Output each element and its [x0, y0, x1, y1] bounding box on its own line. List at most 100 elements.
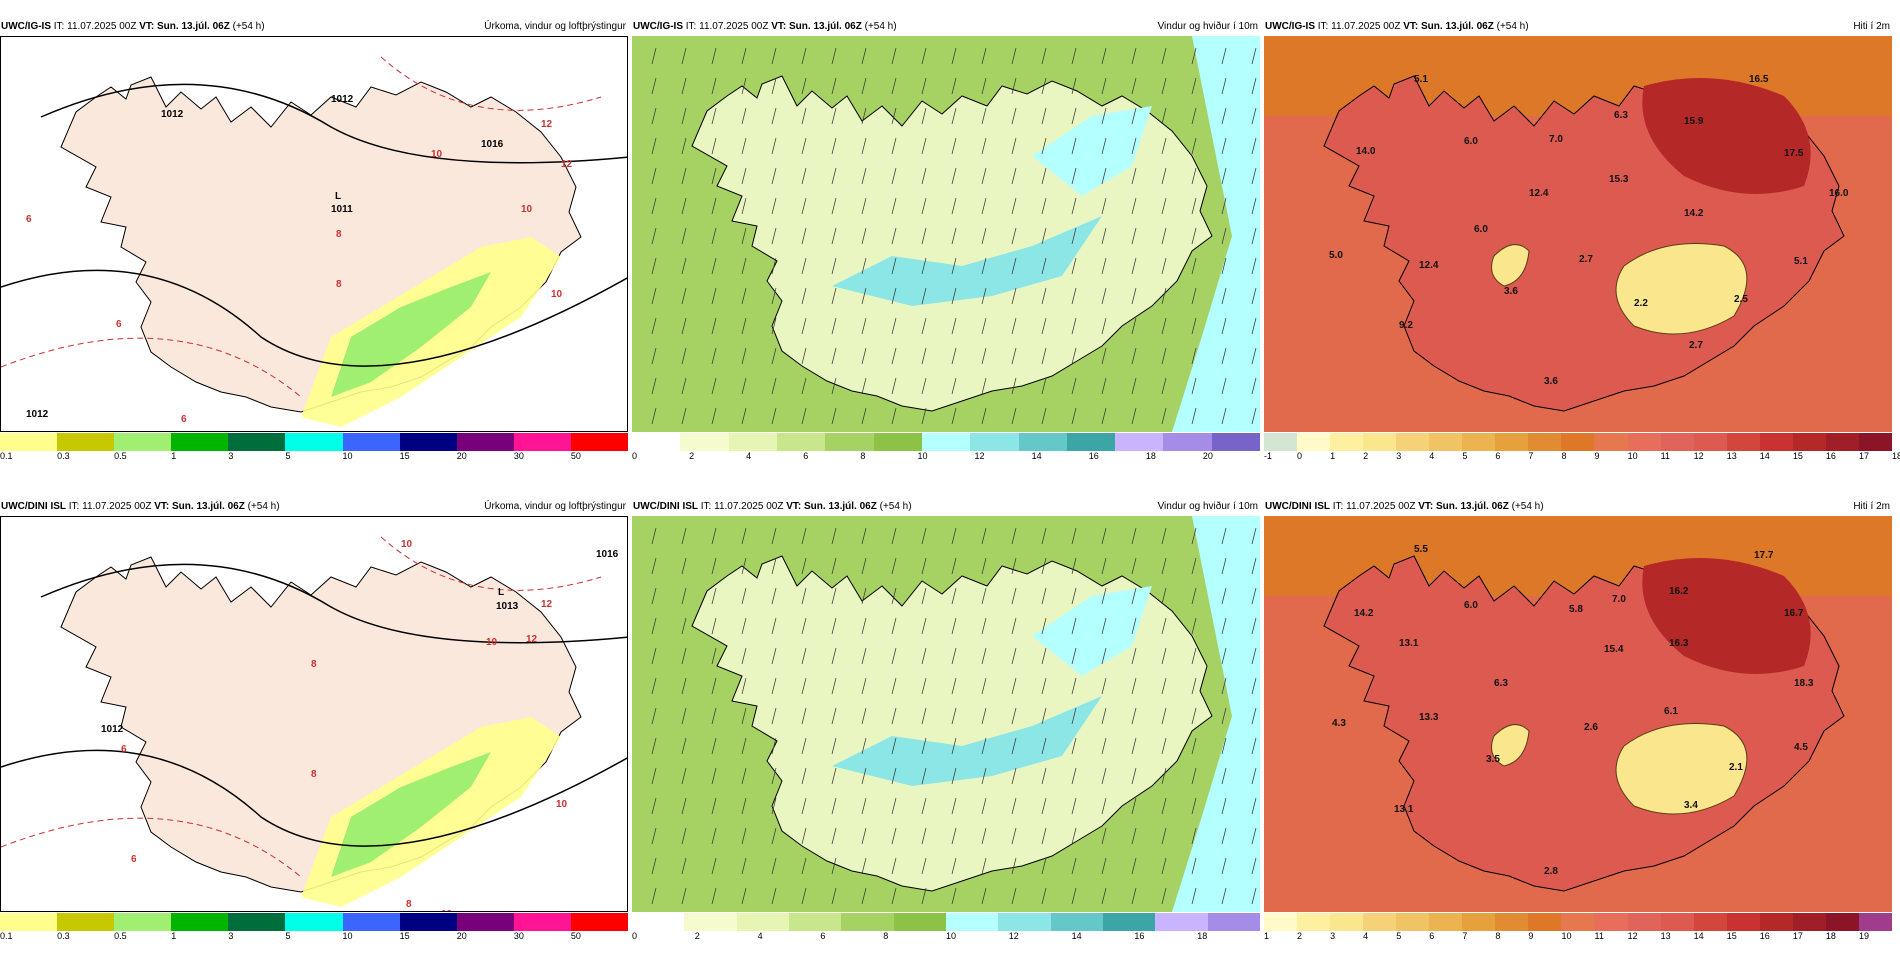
colorbar-swatch — [921, 433, 971, 451]
wind-arrow — [861, 107, 867, 125]
map-temperature[interactable]: 5.1 16.5 6.3 15.9 6.0 7.0 14.0 17.5 15.3 12.4 16.0… — [1264, 36, 1892, 432]
it-label: IT: — [1332, 501, 1344, 512]
colorbar-swatch — [1396, 433, 1430, 451]
wind-arrow — [711, 737, 717, 755]
wind-arrow — [921, 767, 927, 785]
wind-arrow — [921, 857, 927, 875]
wind-arrow — [771, 107, 777, 125]
colorbar-tick-label: 4 — [1363, 931, 1369, 941]
wind-arrow — [831, 617, 837, 635]
wind-arrow — [921, 617, 927, 635]
wind-arrow — [1131, 587, 1137, 605]
wind-arrow — [861, 557, 867, 575]
wind-arrow — [861, 77, 867, 95]
wind-arrow — [1041, 527, 1047, 545]
map-value-label: 10 — [551, 289, 563, 300]
wind-arrow — [771, 377, 777, 395]
colorbar-swatch — [285, 913, 343, 931]
wind-arrow — [1221, 167, 1227, 185]
vt-label: VT: — [139, 21, 155, 32]
wind-arrow — [951, 287, 957, 305]
wind-arrow — [1101, 677, 1107, 695]
wind-arrow — [1191, 77, 1197, 95]
wind-arrow — [921, 887, 927, 905]
wind-arrow — [1131, 407, 1137, 425]
wind-arrow — [1011, 407, 1017, 425]
map-value-label: 6 — [181, 414, 187, 425]
vt-value: Sun. 13.júl. 06Z — [172, 501, 245, 512]
map-wind[interactable] — [632, 36, 1260, 432]
wind-arrow — [711, 167, 717, 185]
map-value-label: 8 — [336, 229, 342, 240]
wind-arrow — [831, 827, 837, 845]
wind-arrow — [651, 137, 657, 155]
colorbar-swatch — [456, 433, 514, 451]
wind-arrow — [951, 887, 957, 905]
wind-arrow — [1131, 887, 1137, 905]
it-label: IT: — [685, 21, 697, 32]
wind-arrow — [1131, 797, 1137, 815]
map-precip[interactable]: 101610L10131210128101268610810 — [0, 516, 628, 912]
wind-arrow — [1071, 767, 1077, 785]
wind-arrow — [741, 887, 747, 905]
wind-arrow — [1221, 797, 1227, 815]
wind-arrow — [1191, 197, 1197, 215]
gust-area — [1032, 106, 1152, 196]
colorbar-tick-label: 3 — [1396, 451, 1402, 461]
colorbar-tick-label: 12 — [1693, 451, 1704, 461]
wind-arrow — [891, 677, 897, 695]
wind-arrow — [891, 647, 897, 665]
colorbar-tick-label: 1 — [171, 451, 177, 461]
wind-arrow — [1101, 617, 1107, 635]
wind-arrow — [1011, 557, 1017, 575]
colorbar-swatch — [1627, 433, 1661, 451]
wind-arrow — [1131, 287, 1137, 305]
map-value-label: 15.9 — [1684, 116, 1704, 127]
map-wind[interactable] — [632, 516, 1260, 912]
wind-arrow — [771, 887, 777, 905]
wind-arrow — [921, 227, 927, 245]
wind-arrow — [861, 197, 867, 215]
map-temperature[interactable]: 5.5 17.7 6.0 5.8 7.0 16.2 14.2 16.7 13.1 15.4 16.3… — [1264, 516, 1892, 912]
wind-arrow — [801, 137, 807, 155]
wind-arrow — [1101, 347, 1107, 365]
wind-arrow — [651, 227, 657, 245]
wind-arrow — [981, 557, 987, 575]
colorbar-tick-label: 5 — [285, 931, 291, 941]
wind-arrow — [1101, 407, 1107, 425]
map-value-label: 1016 — [596, 549, 619, 560]
wind-arrow — [801, 857, 807, 875]
map-value-label: 3.6 — [1504, 286, 1518, 297]
wind-arrow — [891, 737, 897, 755]
colorbar-tick-label: 0 — [632, 931, 638, 941]
wind-arrow — [1101, 797, 1107, 815]
colorbar-tick-label: 1 — [171, 931, 177, 941]
wind-arrow — [981, 767, 987, 785]
wind-arrow — [1191, 347, 1197, 365]
colorbar-swatch — [1660, 913, 1694, 931]
colorbar-swatch — [1462, 433, 1496, 451]
wind-arrow — [801, 827, 807, 845]
map-value-label: 15.3 — [1609, 174, 1629, 185]
map-value-label: 4.3 — [1332, 718, 1346, 729]
wind-arrow — [1191, 887, 1197, 905]
map-precip[interactable]: 1012 1012 1016 1011 L 12 10 12 10 8 6 8 6 6 10 1012 — [0, 36, 628, 432]
map-value-label: 12 — [541, 119, 553, 130]
wind-arrow — [681, 197, 687, 215]
map-value-label: 2.7 — [1689, 340, 1703, 351]
wind-arrow — [921, 347, 927, 365]
wind-arrow — [951, 647, 957, 665]
wind-arrow — [1041, 827, 1047, 845]
wind-arrow — [1041, 257, 1047, 275]
wind-arrow — [1071, 107, 1077, 125]
colorbar-tick-label: 4 — [1429, 451, 1435, 461]
colorbar-tick-label: 2 — [689, 451, 695, 461]
colorbar-swatch — [841, 913, 894, 931]
wind-arrow — [1161, 197, 1167, 215]
wind-arrow — [681, 527, 687, 545]
wind-arrow — [891, 707, 897, 725]
colorbar-swatch — [1561, 433, 1595, 451]
wind-arrow — [951, 137, 957, 155]
wind-arrow — [1251, 287, 1257, 305]
wind-arrow — [951, 377, 957, 395]
